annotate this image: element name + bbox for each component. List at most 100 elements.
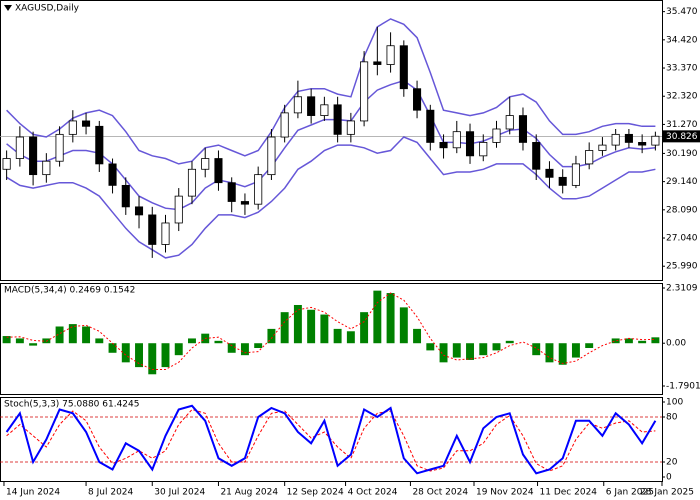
macd-bar: [15, 338, 24, 344]
macd-bar: [479, 343, 488, 356]
macd-bar: [452, 343, 461, 358]
candle-body: [2, 158, 11, 170]
last-price-box: [663, 130, 700, 143]
y-tick-label: 28.090: [666, 205, 698, 215]
candle-body: [532, 142, 541, 170]
macd-bar: [585, 343, 594, 349]
candle-body: [333, 104, 342, 135]
y-tick-label: 0: [666, 473, 672, 483]
macd-bar: [267, 328, 276, 344]
candle-body: [15, 136, 24, 159]
candle-body: [293, 96, 302, 114]
candle-body: [174, 195, 183, 224]
x-tick-label: 6 Jan 2025: [606, 488, 654, 498]
macd-bar: [280, 312, 289, 344]
symbol-icon: [4, 5, 12, 11]
x-tick-label: 14 Jun 2024: [6, 488, 60, 498]
macd-title: MACD(5,34,4) 0.2469 0.1542: [4, 286, 135, 296]
y-tick-label: 34.420: [666, 35, 698, 45]
macd-bar: [227, 343, 236, 353]
candle-body: [598, 144, 607, 151]
candle-body: [571, 163, 580, 186]
macd-bar: [545, 343, 554, 363]
candle-body: [254, 174, 263, 205]
candle-body: [638, 142, 647, 146]
macd-bar: [333, 328, 342, 344]
x-tick-label: 28 Oct 2024: [412, 488, 468, 498]
macd-bar: [651, 337, 660, 344]
macd-bar: [386, 293, 395, 344]
candle-body: [42, 160, 51, 176]
macd-panel: [0, 283, 663, 395]
last-price-label: 30.826: [666, 132, 698, 142]
macd-bar: [360, 312, 369, 344]
candle-body: [360, 61, 369, 122]
candle-body: [452, 131, 461, 149]
y-tick-label: -1.7901: [666, 382, 700, 392]
candle-body: [346, 120, 355, 135]
x-tick-label: 21 Aug 2024: [220, 488, 278, 498]
macd-bar: [320, 314, 329, 344]
candle-body: [399, 45, 408, 90]
chart-title: XAGUSD,Daily: [15, 4, 80, 14]
macd-bar: [413, 328, 422, 344]
candle-body: [413, 88, 422, 111]
y-tick-label: 80: [666, 413, 678, 423]
y-tick-label: 35.470: [666, 7, 698, 17]
candle-body: [82, 120, 91, 127]
candle-body: [545, 168, 554, 178]
stoch-title: Stoch(5,3,3) 75.0880 61.4245: [4, 400, 139, 410]
macd-bar: [373, 290, 382, 344]
price-panel: [0, 0, 663, 281]
candle-body: [492, 128, 501, 143]
macd-bar: [240, 343, 249, 356]
candle-body: [108, 163, 117, 186]
macd-bar: [148, 343, 157, 375]
x-tick-label: 12 Sep 2024: [287, 488, 344, 498]
y-tick-label: 27.040: [666, 234, 698, 244]
x-tick-label: 28 Jan 2025: [640, 488, 694, 498]
y-tick-label: 25.990: [666, 262, 698, 272]
macd-bar: [82, 326, 91, 344]
macd-bar: [2, 336, 11, 344]
x-tick-label: 30 Jul 2024: [154, 488, 205, 498]
candle-body: [201, 158, 210, 170]
candle-body: [187, 168, 197, 197]
macd-bar: [68, 324, 77, 344]
stoch-panel: [0, 397, 663, 482]
candle-body: [611, 133, 620, 146]
macd-bar: [174, 343, 183, 356]
macd-bar: [399, 307, 408, 344]
y-tick-label: 32.320: [666, 92, 698, 102]
y-tick-label: 33.370: [666, 64, 698, 74]
candle-body: [68, 120, 77, 135]
macd-bar: [426, 343, 435, 351]
macd-bar: [558, 343, 567, 365]
candle-body: [585, 150, 594, 165]
x-tick-label: 11 Dec 2024: [540, 488, 598, 498]
candle-body: [29, 136, 38, 176]
y-tick-label: 31.270: [666, 120, 698, 130]
candle-body: [426, 109, 435, 143]
stoch-main: [5, 404, 657, 475]
y-tick-label: 30.190: [666, 149, 698, 159]
candle-body: [505, 115, 514, 130]
candle-body: [121, 184, 130, 208]
candle-body: [267, 136, 276, 176]
candle-body: [134, 206, 144, 216]
x-tick-label: 4 Oct 2024: [348, 488, 398, 498]
macd-bar: [346, 331, 355, 344]
macd-bar: [293, 304, 302, 344]
candle-body: [320, 104, 329, 116]
y-tick-label: 2.3109: [666, 284, 698, 294]
bollinger-upper: [6, 18, 656, 165]
candle-body: [280, 112, 289, 138]
bollinger-lower: [6, 136, 656, 259]
y-tick-label: 0.00: [666, 339, 686, 349]
candle-body: [439, 142, 448, 149]
candle-body: [465, 131, 475, 157]
macd-bar: [307, 309, 316, 344]
macd-bar: [571, 343, 580, 358]
candle-body: [227, 182, 236, 202]
